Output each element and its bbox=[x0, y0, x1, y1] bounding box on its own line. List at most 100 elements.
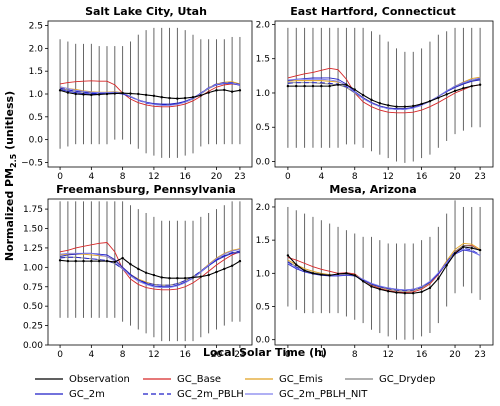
observation-point bbox=[238, 259, 242, 263]
legend-label: GC_2m_PBLH_NIT bbox=[279, 389, 368, 400]
series-line-gc-emis bbox=[60, 248, 241, 286]
series-line-gc-base bbox=[287, 244, 481, 294]
legend-item: GC_2m_PBLH bbox=[143, 389, 244, 400]
observation-point bbox=[311, 272, 315, 275]
series-line-gc-emis bbox=[59, 81, 241, 105]
observation-point bbox=[105, 259, 109, 263]
x-tick-label: 20 bbox=[211, 172, 223, 182]
observation-point bbox=[137, 267, 140, 271]
observation-point bbox=[353, 88, 356, 91]
axes-frame bbox=[274, 198, 494, 346]
series-line-gc-drydep bbox=[60, 251, 240, 286]
observation-point bbox=[462, 86, 465, 90]
panel-title: Freemansburg, Pennsylvania bbox=[56, 183, 236, 196]
observation-point bbox=[403, 105, 407, 108]
observation-point bbox=[370, 98, 373, 102]
observation-point bbox=[420, 290, 423, 294]
observation-point bbox=[286, 254, 290, 257]
y-tick-label: 0.00 bbox=[23, 341, 43, 351]
observation-point bbox=[223, 267, 226, 271]
y-tick-label: 1.25 bbox=[23, 244, 43, 254]
plot-area: −0.5 0.0 0.5 1.0 1.5 2.0 2.5 0 4 8 12 16 20 23 bbox=[21, 20, 253, 182]
observation-point bbox=[160, 95, 163, 99]
plot-area: 0.0 0.5 1.0 1.5 2.0 0 4 8 12 16 20 23 bbox=[256, 198, 494, 360]
y-tick-label: 1.00 bbox=[23, 263, 43, 273]
legend-label: Observation bbox=[69, 374, 130, 385]
series-line-gc-2m-pblh-nit bbox=[287, 77, 481, 110]
observation-point bbox=[412, 292, 415, 295]
panel-freemansburg: Freemansburg, Pennsylvania 0.000.250.500… bbox=[23, 183, 253, 360]
x-tick-label: 0 bbox=[285, 172, 291, 182]
observation-point bbox=[345, 272, 348, 275]
observation-point bbox=[90, 93, 93, 97]
y-tick-label: 0.5 bbox=[256, 123, 270, 133]
observation-point bbox=[144, 93, 148, 97]
y-tick-label: 1.5 bbox=[256, 236, 270, 246]
legend-item: GC_Emis bbox=[245, 374, 323, 385]
panel-east-hartford: East Hartford, Connecticut 0.0 0.5 1.0 1.5 2… bbox=[256, 5, 494, 182]
y-tick-label: 0.5 bbox=[256, 303, 270, 313]
series-line-gc-base bbox=[287, 67, 481, 114]
observation-point bbox=[295, 84, 298, 88]
panel-title: East Hartford, Connecticut bbox=[290, 5, 455, 18]
observation-point bbox=[470, 246, 473, 250]
legend-item: GC_Drydep bbox=[345, 374, 435, 385]
observation-point bbox=[478, 83, 482, 86]
observation-point bbox=[58, 89, 62, 92]
plot-area: 0.00 0.25 0.50 0.75 1.00 1.25 1.50 1.75 0 4 8 12 16 2… bbox=[23, 198, 253, 360]
observation-point bbox=[395, 291, 398, 294]
observation-point bbox=[129, 263, 132, 266]
x-tick-label: 8 bbox=[120, 350, 126, 360]
observation-point bbox=[303, 269, 306, 272]
panel-salt-lake-city: Salt Lake City, Utah −0.5 0.0 0.5 1.0 1.5 2.0… bbox=[21, 5, 253, 182]
observation-point bbox=[183, 277, 187, 280]
axes-frame bbox=[47, 198, 253, 346]
observation-point bbox=[361, 280, 365, 283]
observation-point bbox=[223, 88, 226, 92]
observation-point bbox=[129, 92, 132, 95]
x-tick-label: 4 bbox=[88, 350, 94, 360]
y-tick-label: 1.5 bbox=[29, 67, 43, 77]
series-line-gc-emis bbox=[287, 242, 481, 292]
legend-label: GC_Drydep bbox=[379, 374, 435, 385]
observation-point bbox=[336, 83, 340, 86]
y-tick-label: 0.75 bbox=[23, 283, 43, 293]
y-tick-label: 1.0 bbox=[29, 90, 44, 100]
series-line-gc-2m bbox=[59, 252, 240, 288]
observation-point bbox=[74, 259, 77, 263]
observation-point bbox=[66, 91, 70, 94]
observation-point bbox=[82, 259, 85, 263]
observation-point bbox=[97, 93, 101, 96]
observation-point bbox=[453, 89, 457, 93]
x-tick-label: 12 bbox=[148, 350, 159, 360]
observation-point bbox=[286, 84, 290, 88]
observation-point bbox=[176, 277, 179, 280]
legend-item: GC_2m bbox=[35, 389, 105, 400]
observation-point bbox=[230, 264, 234, 267]
plot-area: 0.0 0.5 1.0 1.5 2.0 0 4 8 12 16 20 23 bbox=[256, 20, 494, 182]
observation-point bbox=[121, 91, 124, 95]
observation-point bbox=[320, 84, 323, 88]
y-tick-label: 2.0 bbox=[256, 203, 271, 213]
observation-point bbox=[386, 104, 390, 107]
observation-point bbox=[470, 84, 473, 88]
y-tick-label: 0.5 bbox=[29, 113, 43, 123]
x-tick-label: 12 bbox=[382, 350, 393, 360]
legend-label: GC_2m_PBLH bbox=[177, 389, 244, 400]
x-tick-label: 8 bbox=[352, 350, 358, 360]
observation-point bbox=[412, 104, 415, 108]
y-tick-label: 0.50 bbox=[23, 302, 43, 312]
observation-point bbox=[183, 96, 187, 100]
y-tick-label: 0.0 bbox=[256, 158, 271, 168]
observation-point bbox=[445, 93, 448, 96]
y-axis-label: Normalized PM2.5 (unitless) bbox=[3, 91, 18, 261]
series-line-observation bbox=[287, 84, 481, 108]
x-tick-label: 16 bbox=[179, 172, 191, 182]
x-tick-label: 8 bbox=[120, 172, 126, 182]
series-line-gc-2m bbox=[287, 77, 481, 110]
x-tick-label: 0 bbox=[57, 350, 63, 360]
legend-label: GC_Base bbox=[177, 374, 221, 385]
series-line-gc-base bbox=[59, 242, 241, 291]
y-tick-label: 2.0 bbox=[29, 44, 44, 54]
